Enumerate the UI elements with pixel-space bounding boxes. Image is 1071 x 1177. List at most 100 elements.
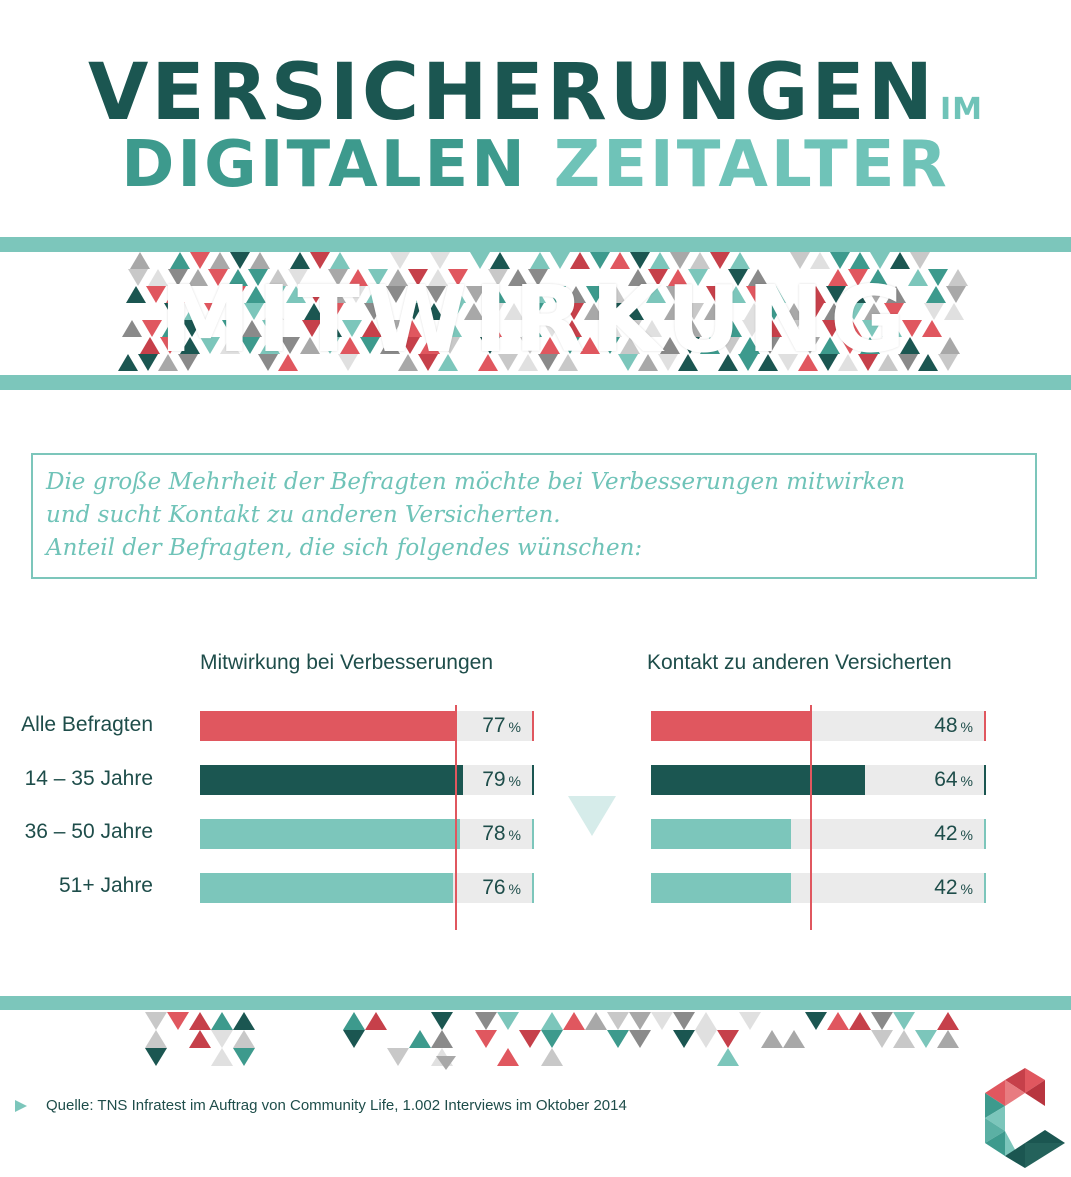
pattern-triangle — [519, 1030, 541, 1048]
pattern-triangle — [728, 269, 748, 286]
pattern-triangle — [258, 354, 278, 371]
pattern-triangle — [222, 320, 242, 337]
pattern-triangle — [330, 252, 350, 269]
pattern-triangle — [739, 1012, 761, 1030]
pattern-triangle — [541, 1048, 563, 1066]
pattern-triangle — [178, 354, 198, 371]
pattern-triangle — [386, 286, 406, 303]
pattern-triangle — [438, 354, 458, 371]
bar-value: 42 — [934, 876, 958, 899]
pattern-triangle — [650, 252, 670, 269]
bar-value: 64 — [934, 768, 958, 791]
pattern-triangle — [409, 1030, 431, 1048]
pattern-triangle — [542, 320, 562, 337]
pattern-triangle — [404, 303, 424, 320]
bar-kontakt — [651, 711, 811, 741]
pattern-triangle — [189, 1030, 211, 1048]
bar-value-label: 76% — [461, 876, 521, 900]
pattern-triangle — [790, 252, 810, 269]
pattern-triangle — [818, 354, 838, 371]
pattern-triangle — [668, 269, 688, 286]
pattern-triangle — [524, 303, 544, 320]
pattern-triangle — [338, 354, 358, 371]
pattern-triangle — [648, 269, 668, 286]
pattern-triangle — [730, 252, 750, 269]
triangle-down-icon — [568, 796, 616, 836]
pattern-triangle — [470, 252, 490, 269]
pattern-triangle — [475, 1030, 497, 1048]
pattern-triangle — [211, 1030, 233, 1048]
pattern-triangle — [849, 1012, 871, 1030]
pattern-triangle — [928, 269, 948, 286]
pattern-triangle — [168, 269, 188, 286]
bar-mitwirkung — [200, 819, 460, 849]
bar-value: 48 — [934, 714, 958, 737]
community-life-logo — [985, 1068, 1065, 1168]
pattern-triangle — [566, 286, 586, 303]
pattern-triangle — [926, 286, 946, 303]
pattern-triangle — [564, 303, 584, 320]
pattern-triangle — [804, 303, 824, 320]
pattern-triangle — [146, 286, 166, 303]
pattern-triangle — [720, 337, 740, 354]
pattern-triangle — [541, 1012, 563, 1030]
pattern-triangle — [280, 337, 300, 354]
pattern-triangle — [761, 1030, 783, 1048]
pattern-triangle — [142, 320, 162, 337]
pattern-triangle — [266, 286, 286, 303]
pattern-triangle — [688, 269, 708, 286]
pattern-triangle — [660, 337, 680, 354]
pattern-triangle — [520, 337, 540, 354]
pattern-triangle — [128, 269, 148, 286]
pattern-triangle — [348, 269, 368, 286]
pattern-triangle — [893, 1012, 915, 1030]
pattern-triangle — [306, 286, 326, 303]
pattern-triangle — [546, 286, 566, 303]
play-icon — [15, 1100, 27, 1112]
title-line-1: VERSICHERUNGEN IM — [0, 48, 1071, 138]
pattern-triangle — [882, 320, 902, 337]
pattern-triangle — [426, 286, 446, 303]
pattern-triangle — [162, 320, 182, 337]
pattern-triangle — [508, 269, 528, 286]
pattern-triangle — [189, 1012, 211, 1030]
bar-value-unit: % — [960, 773, 973, 789]
intro-box — [31, 453, 1037, 579]
pattern-triangle — [475, 1012, 497, 1030]
pattern-triangle — [620, 337, 640, 354]
intro-line-2: und sucht Kontakt zu anderen Versicherte… — [46, 502, 561, 528]
pattern-triangle — [948, 269, 968, 286]
bar-value-label: 48% — [913, 714, 973, 738]
pattern-triangle — [862, 320, 882, 337]
pattern-triangle — [300, 337, 320, 354]
pattern-triangle — [233, 1012, 255, 1030]
pattern-triangle — [302, 320, 322, 337]
pattern-triangle — [464, 303, 484, 320]
pattern-triangle — [268, 269, 288, 286]
pattern-triangle — [498, 354, 518, 371]
pattern-triangle — [606, 286, 626, 303]
pattern-triangle — [893, 1030, 915, 1048]
pattern-triangle — [805, 1012, 827, 1030]
pattern-triangle — [842, 320, 862, 337]
pattern-triangle — [602, 320, 622, 337]
pattern-triangle — [431, 1030, 453, 1048]
pattern-triangle — [490, 252, 510, 269]
pattern-triangle — [868, 269, 888, 286]
pattern-triangle — [140, 337, 160, 354]
banner-top-stripe — [0, 237, 1071, 252]
pattern-triangle — [388, 269, 408, 286]
row-label-14-35: 14 – 35 Jahre — [24, 767, 153, 790]
pattern-triangle — [738, 354, 758, 371]
bar-end-tick — [984, 765, 986, 795]
pattern-triangle — [628, 269, 648, 286]
pattern-triangle — [428, 269, 448, 286]
pattern-triangle — [246, 286, 266, 303]
pattern-triangle — [848, 269, 868, 286]
pattern-triangle — [717, 1030, 739, 1048]
pattern-triangle — [898, 354, 918, 371]
bar-mitwirkung — [200, 711, 456, 741]
pattern-triangle — [607, 1030, 629, 1048]
pattern-triangle — [365, 1012, 387, 1030]
pattern-triangle — [304, 303, 324, 320]
